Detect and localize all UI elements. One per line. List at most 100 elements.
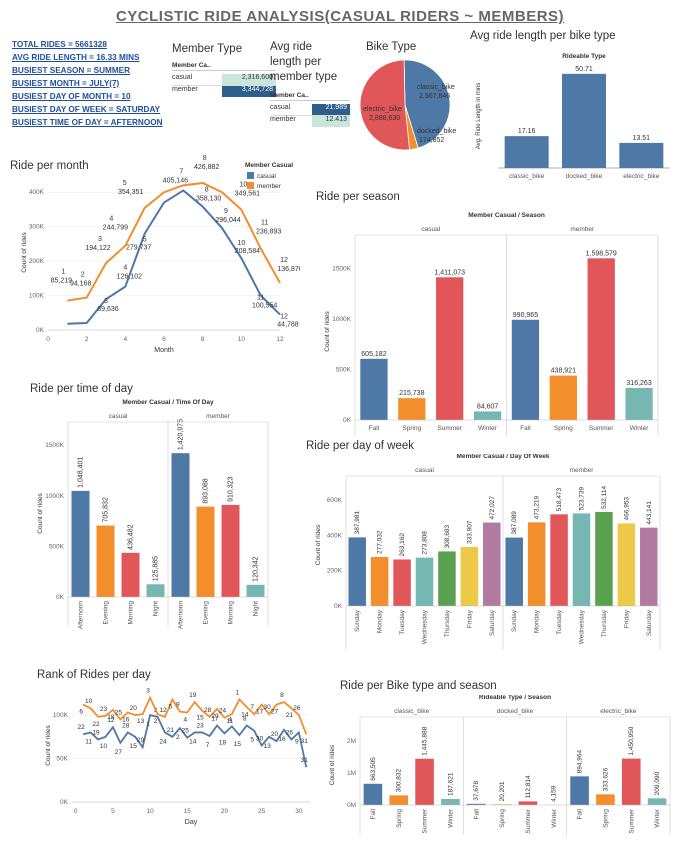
x-tick-label: Saturday: [646, 609, 653, 636]
bar-label: 466,953: [623, 497, 630, 521]
data-label-casual: 2: [176, 734, 180, 741]
y-tick-label: 0K: [56, 594, 65, 601]
month-number-casual: 9: [224, 208, 228, 215]
bar-member-Monday: [527, 522, 546, 606]
kpi-busiest-time-of-day: BUSIEST TIME OF DAY = AFTERNOON: [12, 118, 163, 127]
x-tick-label: 5: [111, 808, 115, 815]
bar-member-Thursday: [595, 511, 613, 606]
group-label: member: [570, 226, 595, 233]
data-label-member: 5: [169, 703, 173, 710]
data-label-member: 426,882: [194, 164, 219, 171]
x-tick-label: 2: [85, 336, 89, 343]
x-tick-label: Saturday: [489, 609, 496, 636]
data-label-casual: 10: [100, 743, 108, 750]
x-tick-label: Summer: [422, 808, 429, 833]
bar-member-Summer: [587, 258, 615, 420]
y-tick-label: 400K: [327, 532, 343, 539]
bar-label: 1,450,950: [628, 726, 635, 755]
bar-casual-Winter: [473, 411, 502, 420]
x-tick-label: 8: [201, 336, 205, 343]
bar-electric_bike-Fall: [570, 776, 589, 805]
data-label-member: 4: [183, 716, 187, 723]
bar-label: 112,814: [525, 775, 532, 798]
line-series-member: [82, 695, 308, 735]
pie-label-docked_bike: docked_bike: [417, 128, 456, 135]
bar-label: 1,411,073: [434, 269, 465, 276]
bar-casual-Spring: [398, 398, 426, 420]
month-number-casual: 10: [237, 240, 245, 247]
member-type-table: Member Ca.. casual 2,316,600 member 3,34…: [172, 62, 276, 97]
data-label-casual: 29: [137, 737, 145, 744]
y-tick-label: 1M: [347, 770, 356, 777]
chart-header: Rideable Type / Season: [479, 695, 551, 701]
bar-member-Tuesday: [550, 514, 568, 606]
data-label-casual: 14: [189, 738, 197, 745]
data-label-casual: 1: [146, 721, 150, 728]
bar-casual-Saturday: [483, 522, 501, 606]
bar-label: 20,201: [499, 781, 506, 801]
y-tick-label: 0M: [347, 802, 356, 809]
data-label-member: 29: [211, 713, 219, 720]
data-label-casual: 24: [159, 738, 167, 745]
data-label-member: 354,351: [118, 189, 143, 196]
x-tick-label: Tuesday: [399, 609, 406, 634]
x-tick-label: 10: [146, 808, 154, 815]
x-tick-label: 10: [238, 336, 246, 343]
chart-header: Member Casual / Day Of Week: [456, 454, 549, 460]
month-number-member: 12: [280, 257, 288, 264]
data-label-casual: 15: [234, 741, 242, 748]
bar-electric_bike-Summer: [621, 758, 641, 805]
x-tick-label: docked_bike: [566, 173, 603, 180]
bar-label: 473,219: [534, 495, 541, 519]
x-tick-label: Thursday: [601, 609, 608, 637]
bar-electric_bike-Spring: [596, 794, 615, 805]
data-label-casual: 16: [278, 736, 286, 743]
month-number-member: 1: [61, 269, 65, 276]
data-label-casual: 405,146: [163, 177, 188, 184]
data-label-member: 1: [236, 689, 240, 696]
data-label-member: 28: [204, 707, 212, 714]
data-label-casual: 31: [301, 757, 309, 764]
ride-tod-title: Ride per time of day: [30, 383, 133, 395]
avg-ride-member-title: Avg ride length per member type: [270, 40, 337, 85]
ride-month-title: Ride per month: [10, 160, 89, 172]
x-tick-label: Winter: [447, 808, 454, 828]
kpi-busiest-day-of-week: BUSIEST DAY OF WEEK = SATURDAY: [12, 105, 161, 114]
legend-label-casual: casual: [257, 173, 276, 180]
data-label-member: 30: [263, 704, 271, 711]
data-label-casual: 44,788: [277, 322, 299, 329]
data-label-casual: 30: [256, 736, 264, 743]
data-label-member: 20: [130, 705, 138, 712]
month-number-member: 11: [261, 219, 268, 226]
data-label-casual: 11: [85, 738, 92, 745]
y-tick-label: 0K: [60, 799, 69, 806]
group-label: electric_bike: [600, 708, 637, 715]
x-tick-label: 20: [221, 808, 229, 815]
group-label: docked_bike: [497, 708, 534, 715]
month-number-casual: 4: [123, 265, 127, 272]
bar-casual-Morning: [121, 552, 140, 597]
x-tick-label: Evening: [203, 601, 210, 625]
data-label-casual: 12: [107, 717, 115, 724]
month-number-member: 4: [109, 216, 113, 223]
group-label: casual: [109, 413, 128, 420]
x-tick-label: 15: [184, 808, 192, 815]
y-tick-label: 1000K: [45, 493, 64, 500]
x-tick-label: Night: [153, 601, 160, 616]
x-tick-label: 30: [295, 808, 303, 815]
bar-label: 990,965: [513, 312, 538, 319]
bar-label: 894,964: [577, 749, 584, 773]
month-number-member: 2: [81, 272, 85, 279]
bar-label: 300,832: [396, 768, 403, 792]
y-tick-label: 0K: [36, 327, 45, 334]
rank-day-title: Rank of Rides per day: [37, 669, 151, 681]
ride-per-time-of-day-chart: Member Casual / Time Of Day 0K 500K 1000K 15…: [37, 399, 269, 629]
data-label-casual: 126,102: [117, 274, 142, 281]
bar-label: 333,626: [602, 767, 609, 791]
data-label-casual: 21: [167, 727, 175, 734]
row-value: 12.413: [312, 116, 350, 127]
data-label-member: 16: [122, 716, 130, 723]
